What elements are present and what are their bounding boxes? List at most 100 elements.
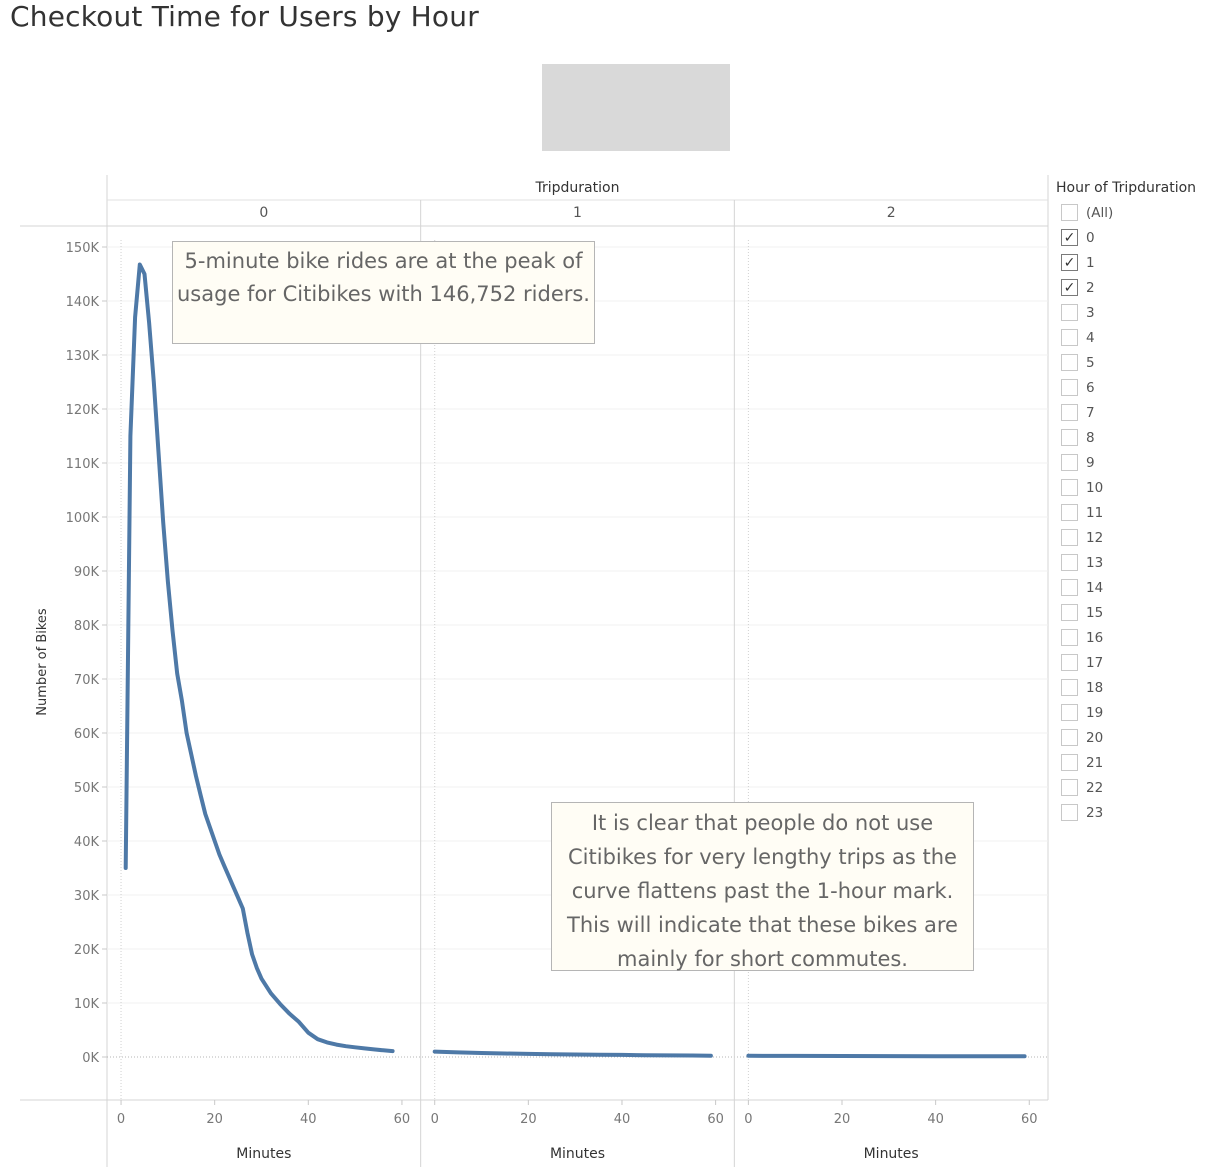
hour-filter-item-label: 13 (1086, 554, 1104, 571)
hour-filter-item[interactable]: ✓ 1 (1056, 250, 1210, 275)
hour-filter-item-label: 22 (1086, 779, 1104, 796)
checkbox-icon[interactable] (1061, 429, 1078, 446)
hour-filter-item-label: 21 (1086, 754, 1104, 771)
x-tick-label: 20 (520, 1112, 537, 1127)
x-axis-title: Minutes (864, 1146, 919, 1162)
hour-filter-item[interactable]: 6 (1056, 375, 1210, 400)
x-tick-label: 60 (394, 1112, 411, 1127)
checkbox-checked-icon[interactable]: ✓ (1061, 229, 1078, 246)
hour-filter-item[interactable]: 13 (1056, 550, 1210, 575)
hour-filter-item[interactable]: 20 (1056, 725, 1210, 750)
hour-filter-item[interactable]: 5 (1056, 350, 1210, 375)
line-chart: Tripduration 0K 10K 20K 30K 40K 50K 60K 70K 80K 90… (20, 175, 1049, 1167)
hour-filter-item[interactable]: 14 (1056, 575, 1210, 600)
hour-filter-item[interactable]: 8 (1056, 425, 1210, 450)
hour-filter-item[interactable]: 16 (1056, 625, 1210, 650)
annotation-peak: 5-minute bike rides are at the peak of u… (172, 241, 595, 344)
checkbox-checked-icon[interactable]: ✓ (1061, 254, 1078, 271)
checkbox-icon[interactable] (1061, 454, 1078, 471)
checkbox-icon[interactable] (1061, 604, 1078, 621)
hour-filter-item-label: 20 (1086, 729, 1104, 746)
hour-filter-item-label: 6 (1086, 379, 1095, 396)
checkbox-icon[interactable] (1061, 404, 1078, 421)
checkbox-icon[interactable] (1061, 679, 1078, 696)
checkbox-icon[interactable] (1061, 629, 1078, 646)
y-tick-label: 40K (74, 835, 100, 850)
hour-filter-item-label: 1 (1086, 254, 1095, 271)
hour-filter-item-label: 16 (1086, 629, 1104, 646)
y-tick-label: 0K (82, 1051, 99, 1066)
hour-filter-item[interactable]: 12 (1056, 525, 1210, 550)
y-tick-label: 140K (66, 295, 100, 310)
x-tick-label: 0 (117, 1112, 125, 1127)
hour-filter-title: Hour of Tripduration (1056, 180, 1197, 196)
page-title: Checkout Time for Users by Hour (10, 0, 479, 33)
y-tick-label: 120K (66, 403, 100, 418)
hour-filter-item[interactable]: 3 (1056, 300, 1210, 325)
checkbox-icon[interactable] (1061, 704, 1078, 721)
y-tick-label: 50K (74, 781, 100, 796)
y-tick-label: 130K (66, 349, 100, 364)
checkbox-icon[interactable] (1061, 304, 1078, 321)
checkbox-icon[interactable] (1061, 379, 1078, 396)
y-tick-label: 110K (66, 457, 100, 472)
hour-filter-item[interactable]: 11 (1056, 500, 1210, 525)
hour-filter-item[interactable]: 19 (1056, 700, 1210, 725)
x-axis-title: Minutes (236, 1146, 291, 1162)
checkbox-icon[interactable] (1061, 529, 1078, 546)
x-tick-label: 0 (431, 1112, 439, 1127)
hour-filter-item-label: 11 (1086, 504, 1104, 521)
x-tick-label: 20 (834, 1112, 851, 1127)
x-tick-label: 40 (927, 1112, 944, 1127)
hour-filter-item[interactable]: 4 (1056, 325, 1210, 350)
hour-filter-item[interactable]: 17 (1056, 650, 1210, 675)
hour-filter-item[interactable]: 21 (1056, 750, 1210, 775)
y-tick-label: 70K (74, 673, 100, 688)
panel-header: 0 (259, 205, 268, 221)
hour-filter-item[interactable]: (All) (1056, 200, 1210, 225)
checkbox-checked-icon[interactable]: ✓ (1061, 279, 1078, 296)
hour-filter-item-label: 4 (1086, 329, 1095, 346)
column-header: Tripduration (535, 180, 620, 196)
hour-filter-item-label: 18 (1086, 679, 1104, 696)
image-placeholder (542, 64, 730, 151)
checkbox-icon[interactable] (1061, 729, 1078, 746)
series-line (746, 1053, 1027, 1059)
checkbox-icon[interactable] (1061, 754, 1078, 771)
y-tick-label: 150K (66, 241, 100, 256)
hour-filter-item[interactable]: 9 (1056, 450, 1210, 475)
hour-filter-item[interactable]: 10 (1056, 475, 1210, 500)
hour-filter-item[interactable]: 7 (1056, 400, 1210, 425)
hour-filter-item-label: 7 (1086, 404, 1095, 421)
y-tick-label: 90K (74, 565, 100, 580)
hour-filter-item[interactable]: 22 (1056, 775, 1210, 800)
y-tick-label: 100K (66, 511, 100, 526)
hour-filter-item[interactable]: ✓ 2 (1056, 275, 1210, 300)
hour-filter-item[interactable]: 15 (1056, 600, 1210, 625)
checkbox-icon[interactable] (1061, 479, 1078, 496)
checkbox-icon[interactable] (1061, 579, 1078, 596)
hour-filter-item-label: 9 (1086, 454, 1095, 471)
hour-filter-item-label: 10 (1086, 479, 1104, 496)
y-tick-label: 10K (74, 997, 100, 1012)
hour-filter-item-label: 8 (1086, 429, 1095, 446)
checkbox-icon[interactable] (1061, 354, 1078, 371)
hour-filter-item-label: (All) (1086, 204, 1114, 221)
hour-filter-item-label: 19 (1086, 704, 1104, 721)
panel-header: 1 (573, 205, 582, 221)
hour-filter-item[interactable]: ✓ 0 (1056, 225, 1210, 250)
checkbox-icon[interactable] (1061, 554, 1078, 571)
hour-filter-item[interactable]: 23 (1056, 800, 1210, 825)
checkbox-icon[interactable] (1061, 204, 1078, 221)
checkbox-icon[interactable] (1061, 654, 1078, 671)
checkbox-icon[interactable] (1061, 804, 1078, 821)
checkbox-icon[interactable] (1061, 329, 1078, 346)
hour-filter-item-label: 14 (1086, 579, 1104, 596)
x-tick-label: 20 (206, 1112, 223, 1127)
checkbox-icon[interactable] (1061, 779, 1078, 796)
checkbox-icon[interactable] (1061, 504, 1078, 521)
x-tick-label: 40 (300, 1112, 317, 1127)
hour-filter-list: (All) ✓ 0 ✓ 1 ✓ 2 3 4 5 6 7 8 9 10 11 12 13 14 15 16 17 18 19 20… (1056, 200, 1210, 825)
hour-filter-item-label: 17 (1086, 654, 1104, 671)
hour-filter-item[interactable]: 18 (1056, 675, 1210, 700)
